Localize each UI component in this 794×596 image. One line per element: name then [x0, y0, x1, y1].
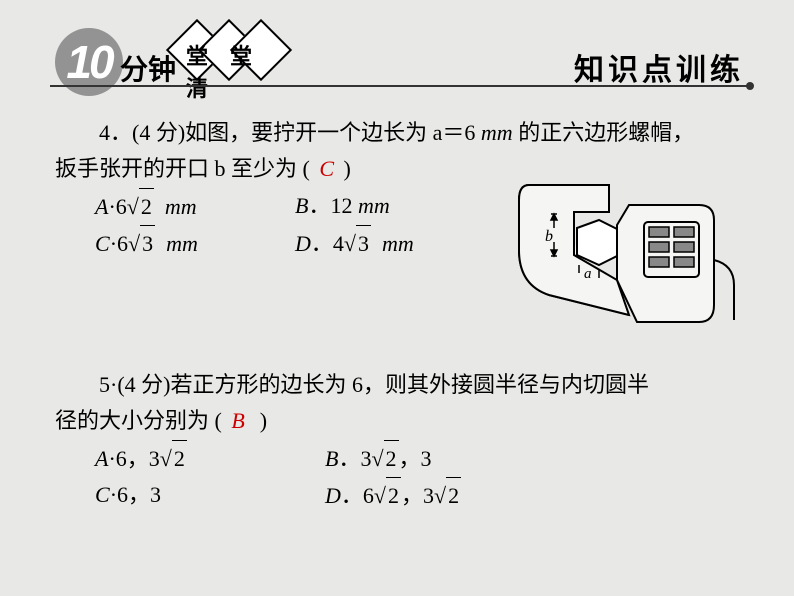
- q4-option-b: B．12 mm: [295, 188, 495, 225]
- minutes-label: 分钟: [120, 48, 176, 88]
- q5-text-2: 径的大小分别为 ( B ): [55, 403, 739, 439]
- q5-text: 5·(4 分)若正方形的边长为 6，则其外接圆半径与内切圆半: [55, 367, 739, 403]
- question-4: 4．(4 分)如图，要拧开一个边长为 a＝6 mm 的正六边形螺帽， 扳手张开的…: [55, 115, 739, 262]
- q4-text: 4．(4 分)如图，要拧开一个边长为 a＝6 mm 的正六边形螺帽，: [55, 115, 739, 151]
- page-header: 10 分钟 堂堂清 知识点训练: [0, 0, 794, 95]
- label-b: b: [545, 228, 553, 245]
- q5-option-b: B．3√2，3: [325, 440, 525, 477]
- q4-answer: C: [315, 156, 338, 181]
- header-underline: [50, 85, 750, 87]
- badge-number: 10: [66, 35, 111, 89]
- q5-option-a: A·6，3√2: [95, 440, 325, 477]
- q4-option-a: A·6√2 mm: [95, 188, 295, 225]
- wrench-diagram: b a: [499, 170, 759, 345]
- section-title: 知识点训练: [574, 45, 744, 89]
- diamond-text: 堂堂清: [186, 39, 276, 103]
- q5-answer: B: [227, 408, 248, 433]
- question-5: 5·(4 分)若正方形的边长为 6，则其外接圆半径与内切圆半 径的大小分别为 (…: [55, 367, 739, 514]
- q5-option-d: D．6√2，3√2: [325, 477, 525, 514]
- q5-option-c: C·6，3: [95, 477, 325, 514]
- q4-option-c: C·6√3 mm: [95, 225, 295, 262]
- label-a: a: [584, 266, 592, 282]
- q4-option-d: D．4√3 mm: [295, 225, 495, 262]
- content-area: 4．(4 分)如图，要拧开一个边长为 a＝6 mm 的正六边形螺帽， 扳手张开的…: [0, 95, 794, 514]
- q5-options: A·6，3√2 B．3√2，3 C·6，3 D．6√2，3√2: [55, 440, 739, 515]
